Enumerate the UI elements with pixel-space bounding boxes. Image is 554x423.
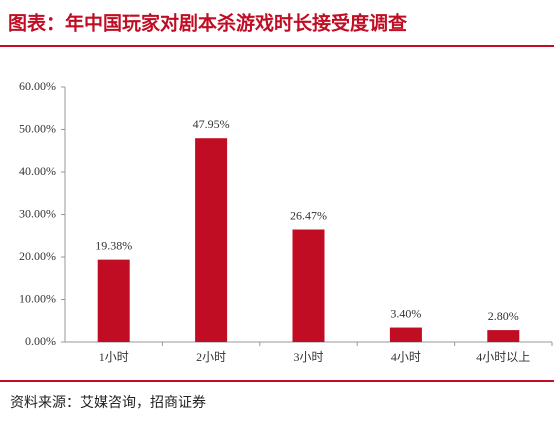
x-tick-label: 2小时 <box>196 350 226 364</box>
value-label: 26.47% <box>290 208 327 222</box>
x-tick-label: 4小时 <box>391 350 421 364</box>
x-tick-label: 1小时 <box>99 350 129 364</box>
source: 资料来源：艾媒咨询，招商证券 <box>10 395 206 411</box>
y-tick-label: 60.00% <box>19 79 56 93</box>
value-label: 3.40% <box>390 306 421 320</box>
bar <box>195 138 228 342</box>
y-tick-label: 40.00% <box>19 164 56 178</box>
bar <box>389 327 422 342</box>
y-tick-label: 30.00% <box>19 206 56 220</box>
y-tick-label: 0.00% <box>25 334 56 348</box>
value-label: 47.95% <box>193 117 230 131</box>
bar <box>487 330 520 342</box>
value-label: 2.80% <box>488 309 519 323</box>
bar <box>292 229 325 342</box>
bar <box>97 259 130 342</box>
x-tick-label: 4小时以上 <box>476 350 530 364</box>
y-tick-label: 50.00% <box>19 121 56 135</box>
y-tick-label: 20.00% <box>19 249 56 263</box>
x-tick-label: 3小时 <box>293 350 323 364</box>
value-label: 19.38% <box>95 238 132 252</box>
chart-title: 图表：年中国玩家对剧本杀游戏时长接受度调查 <box>8 12 408 35</box>
y-tick-label: 10.00% <box>19 291 56 305</box>
